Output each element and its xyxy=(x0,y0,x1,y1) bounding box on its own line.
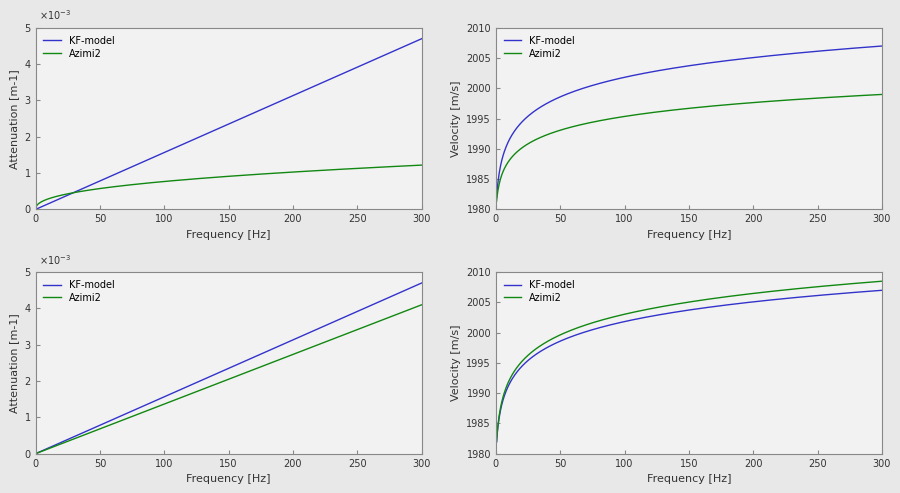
KF-model xyxy=(98,421,109,426)
Line: Azimi2: Azimi2 xyxy=(36,305,421,454)
Azimi2 xyxy=(781,97,792,103)
KF-model xyxy=(320,78,331,84)
Azimi2 xyxy=(491,198,502,204)
Azimi2 xyxy=(31,451,41,457)
Azimi2 xyxy=(320,339,331,345)
Azimi2 xyxy=(98,185,109,191)
KF-model xyxy=(781,295,792,301)
Y-axis label: Velocity [m/s]: Velocity [m/s] xyxy=(451,80,461,157)
Azimi2 xyxy=(31,207,41,212)
KF-model xyxy=(416,280,427,286)
Azimi2 xyxy=(560,330,571,336)
Line: Azimi2: Azimi2 xyxy=(36,165,421,210)
KF-model xyxy=(877,287,887,293)
KF-model xyxy=(288,337,299,343)
KF-model xyxy=(877,43,887,49)
Azimi2 xyxy=(257,363,268,369)
Azimi2 xyxy=(98,424,109,430)
KF-model xyxy=(31,207,41,212)
X-axis label: Frequency [Hz]: Frequency [Hz] xyxy=(647,230,731,240)
Text: $\times 10^{-3}$: $\times 10^{-3}$ xyxy=(40,253,72,267)
Azimi2 xyxy=(877,92,887,98)
Azimi2 xyxy=(130,413,140,419)
Line: KF-model: KF-model xyxy=(36,283,421,454)
Legend: KF-model, Azimi2: KF-model, Azimi2 xyxy=(40,33,117,62)
Line: KF-model: KF-model xyxy=(497,290,882,442)
Legend: KF-model, Azimi2: KF-model, Azimi2 xyxy=(500,277,578,306)
KF-model xyxy=(257,106,268,112)
Y-axis label: Velocity [m/s]: Velocity [m/s] xyxy=(451,325,461,401)
Azimi2 xyxy=(590,118,601,124)
Text: $\times 10^{-3}$: $\times 10^{-3}$ xyxy=(40,8,72,22)
Azimi2 xyxy=(416,162,427,168)
Azimi2 xyxy=(877,278,887,284)
KF-model xyxy=(491,195,502,201)
KF-model xyxy=(130,407,140,413)
Azimi2 xyxy=(749,290,760,296)
Azimi2 xyxy=(288,169,299,175)
KF-model xyxy=(491,439,502,445)
Azimi2 xyxy=(416,302,427,308)
Azimi2 xyxy=(491,438,502,444)
KF-model xyxy=(560,92,571,98)
Line: Azimi2: Azimi2 xyxy=(497,95,882,201)
KF-model xyxy=(416,36,427,42)
X-axis label: Frequency [Hz]: Frequency [Hz] xyxy=(647,474,731,484)
Azimi2 xyxy=(560,126,571,132)
KF-model xyxy=(288,93,299,99)
Legend: KF-model, Azimi2: KF-model, Azimi2 xyxy=(500,33,578,62)
KF-model xyxy=(205,129,216,135)
Azimi2 xyxy=(718,294,729,300)
KF-model xyxy=(98,176,109,182)
KF-model xyxy=(749,299,760,305)
X-axis label: Frequency [Hz]: Frequency [Hz] xyxy=(186,474,271,484)
Azimi2 xyxy=(749,100,760,106)
Azimi2 xyxy=(665,107,676,113)
Line: KF-model: KF-model xyxy=(497,46,882,198)
Azimi2 xyxy=(205,175,216,180)
KF-model xyxy=(130,163,140,169)
Azimi2 xyxy=(590,319,601,325)
KF-model xyxy=(320,322,331,328)
Azimi2 xyxy=(257,171,268,177)
Azimi2 xyxy=(718,102,729,108)
Line: Azimi2: Azimi2 xyxy=(497,281,882,441)
X-axis label: Frequency [Hz]: Frequency [Hz] xyxy=(186,230,271,240)
KF-model xyxy=(257,350,268,356)
Azimi2 xyxy=(130,181,140,187)
KF-model xyxy=(749,55,760,61)
KF-model xyxy=(205,374,216,380)
Azimi2 xyxy=(205,384,216,389)
KF-model xyxy=(781,51,792,57)
Azimi2 xyxy=(781,287,792,293)
Azimi2 xyxy=(665,302,676,308)
Y-axis label: Attenuation [m-1]: Attenuation [m-1] xyxy=(9,69,19,169)
KF-model xyxy=(590,81,601,87)
Azimi2 xyxy=(288,352,299,357)
KF-model xyxy=(560,336,571,342)
KF-model xyxy=(665,310,676,316)
KF-model xyxy=(665,66,676,71)
KF-model xyxy=(590,326,601,332)
Azimi2 xyxy=(320,167,331,173)
Line: KF-model: KF-model xyxy=(36,39,421,210)
Legend: KF-model, Azimi2: KF-model, Azimi2 xyxy=(40,277,117,306)
KF-model xyxy=(718,58,729,64)
KF-model xyxy=(718,302,729,308)
Y-axis label: Attenuation [m-1]: Attenuation [m-1] xyxy=(9,313,19,413)
KF-model xyxy=(31,451,41,457)
